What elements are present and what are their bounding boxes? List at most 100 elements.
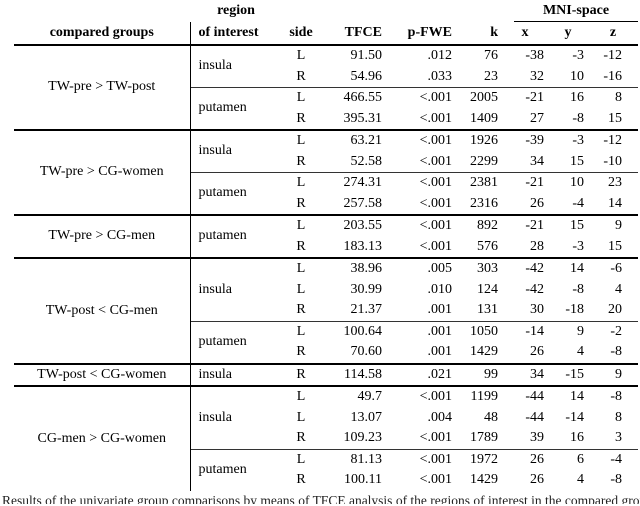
side-cell: L	[282, 448, 320, 470]
k-cell: 1926	[456, 129, 502, 152]
table-row: CG-men > CG-women insula L 49.7 <.001 11…	[14, 385, 639, 491]
header-spacer	[14, 0, 190, 22]
table-row: R 52.58 <.001 2299 34 15 -10	[14, 152, 638, 173]
tfce-cell: 395.31	[343, 110, 383, 126]
y-cell: -18	[565, 302, 584, 317]
table-row: TW-pre > CG-women insula L 63.21 <.001 1…	[14, 129, 639, 215]
z-cell: -8	[610, 344, 623, 359]
tfce-cell: 114.58	[320, 362, 386, 386]
side-cell: R	[296, 195, 306, 211]
x-cell: 30	[530, 302, 544, 317]
side-cell: R	[296, 430, 306, 445]
header-z: z	[588, 22, 639, 46]
region-cell: putamen	[189, 87, 282, 130]
x-cell: 27	[530, 110, 544, 126]
tfce-cell: 52.58	[350, 153, 383, 169]
group-cell: CG-men > CG-women	[14, 385, 190, 491]
y-cell: -3	[572, 48, 584, 63]
p-fwe-cell: <.001	[386, 172, 456, 194]
side-cell: L	[296, 281, 306, 297]
tfce-cell: 100.64	[320, 320, 386, 342]
side-cell: L	[282, 214, 320, 237]
z-cell: 23	[588, 172, 639, 194]
p-fwe-cell: <.001	[419, 153, 452, 169]
y-cell: -3	[548, 129, 588, 152]
table-row: putamen L 100.64 .001 1050 -14 9 -2	[14, 320, 639, 364]
z-cell: 9	[588, 362, 639, 386]
tfce-cell: 49.7	[320, 385, 386, 408]
z-cell: 14	[608, 195, 623, 211]
side-cell: R	[296, 153, 306, 169]
k-cell: 99	[456, 362, 502, 386]
header-spacer	[282, 0, 502, 22]
k-cell: 1409	[470, 110, 498, 126]
z-cell: -8	[588, 385, 639, 408]
side-cell: R	[296, 238, 306, 254]
side-cell: L	[282, 172, 320, 194]
header-region-line1: region	[217, 3, 255, 18]
region-cell: insula	[189, 257, 282, 321]
k-cell: 303	[456, 257, 502, 280]
group-cell: TW-post < CG-men	[14, 257, 190, 364]
p-fwe-cell: .033	[427, 68, 453, 84]
header-tfce: TFCE	[320, 22, 386, 46]
y-cell: -4	[572, 195, 584, 211]
y-cell: -3	[572, 238, 584, 254]
y-cell: 16	[570, 430, 584, 445]
tfce-cell: 466.55	[320, 87, 386, 109]
tfce-cell: 21.37	[350, 302, 383, 317]
z-cell: -2	[588, 320, 639, 342]
p-fwe-cell: .001	[427, 302, 453, 317]
z-cell: 4	[615, 281, 623, 297]
side-cell: R	[296, 302, 306, 317]
x-cell: 32	[530, 68, 544, 84]
k-cell: 1972	[456, 448, 502, 470]
z-cell: -8	[610, 472, 623, 487]
k-cell: 124	[477, 281, 498, 297]
tfce-cell: 183.13	[343, 238, 383, 254]
side-cell: L	[282, 129, 320, 152]
region-cell: insula	[189, 129, 282, 173]
tfce-cell: 81.13	[320, 448, 386, 470]
x-cell: -42	[525, 281, 544, 297]
k-cell: 23	[484, 68, 498, 84]
table-row: R 100.11 <.001 1429 26 4 -8	[14, 470, 638, 491]
k-cell: 1199	[456, 385, 502, 408]
table-caption-clipped: Results of the univariate group comparis…	[2, 493, 640, 504]
z-cell: -12	[588, 129, 639, 152]
table-row: L 13.07 .004 48 -44 -14 8	[14, 408, 638, 429]
header-k: k	[456, 22, 502, 46]
x-cell: -21	[502, 172, 548, 194]
z-cell: 8	[615, 409, 623, 425]
region-cell: putamen	[189, 214, 282, 258]
k-cell: 1429	[470, 344, 498, 359]
y-cell: 4	[577, 472, 584, 487]
table-row: TW-pre > CG-men putamen L 203.55 <.001 8…	[14, 214, 639, 258]
p-fwe-cell: .001	[427, 344, 453, 359]
k-cell: 2299	[470, 153, 498, 169]
k-cell: 2005	[456, 87, 502, 109]
z-cell: 15	[608, 238, 623, 254]
side-cell: L	[296, 48, 306, 63]
header-x: x	[502, 22, 548, 46]
k-cell: 1050	[456, 320, 502, 342]
y-cell: 16	[548, 87, 588, 109]
y-cell: 6	[548, 448, 588, 470]
tfce-cell: 109.23	[343, 430, 383, 445]
p-fwe-cell: <.001	[419, 430, 452, 445]
p-fwe-cell: <.001	[419, 238, 452, 254]
k-cell: 131	[477, 302, 498, 317]
side-cell: L	[282, 87, 320, 109]
x-cell: 26	[530, 472, 544, 487]
p-fwe-cell: <.001	[386, 87, 456, 109]
table-header-row-2: compared groups of interest side TFCE p-…	[14, 22, 639, 46]
region-cell: putamen	[189, 172, 282, 215]
tfce-cell: 63.21	[320, 129, 386, 152]
group-cell: TW-pre > TW-post	[48, 79, 156, 95]
x-cell: 39	[530, 430, 544, 445]
z-cell: -10	[603, 153, 623, 169]
results-table: region MNI-space compared groups of inte…	[14, 0, 639, 491]
p-fwe-cell: <.001	[419, 195, 452, 211]
x-cell: -38	[525, 48, 544, 63]
p-fwe-cell: .010	[427, 281, 453, 297]
